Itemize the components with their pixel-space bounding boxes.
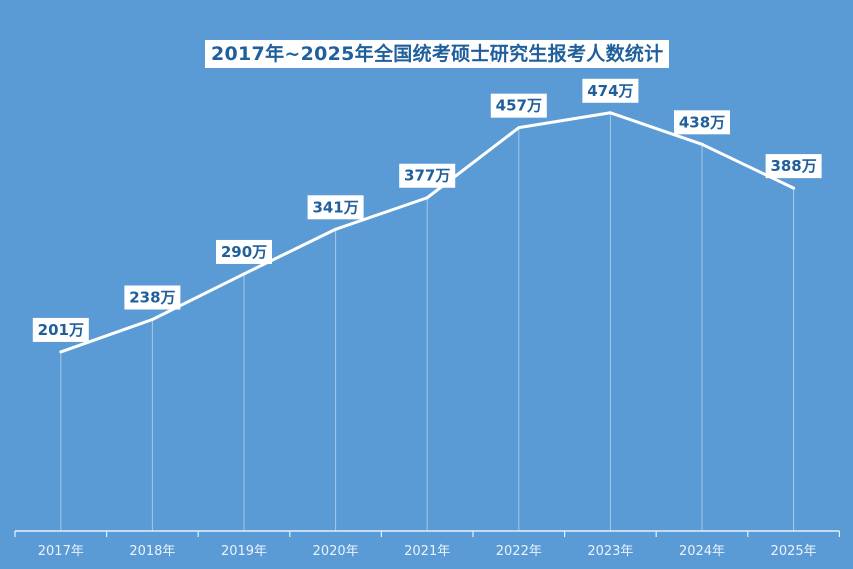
data-label: 238万 — [129, 289, 175, 307]
data-label-box — [307, 195, 364, 220]
data-label-box — [765, 154, 822, 179]
x-tick-label: 2017年 — [38, 544, 84, 559]
data-label: 290万 — [221, 243, 267, 261]
data-label-box — [674, 110, 730, 135]
data-label-box — [216, 239, 272, 264]
data-label: 201万 — [38, 321, 84, 339]
data-point — [150, 318, 154, 322]
data-label: 438万 — [679, 113, 725, 131]
x-tick-label: 2022年 — [496, 544, 542, 559]
data-point — [59, 350, 63, 354]
data-point — [334, 227, 338, 231]
data-point — [608, 111, 612, 115]
data-label: 457万 — [496, 97, 542, 115]
x-tick-label: 2021年 — [404, 544, 450, 559]
data-point — [242, 272, 246, 276]
x-tick-label: 2020年 — [313, 544, 359, 559]
data-label-box — [32, 317, 89, 342]
data-point — [700, 142, 704, 146]
data-label: 474万 — [587, 82, 633, 100]
data-label-box — [124, 285, 181, 310]
x-tick-label: 2023年 — [587, 544, 633, 559]
x-tick-label: 2025年 — [771, 544, 817, 559]
data-label: 388万 — [770, 157, 816, 175]
data-label: 377万 — [404, 167, 450, 185]
data-point — [425, 196, 429, 200]
data-label-box — [490, 93, 547, 118]
x-tick-label: 2024年 — [679, 544, 725, 559]
data-point — [517, 126, 521, 130]
data-label-box — [399, 163, 456, 188]
x-tick-label: 2018年 — [129, 544, 175, 559]
chart-title: 2017年~2025年全国统考硕士研究生报考人数统计 — [205, 40, 670, 68]
data-label-box — [582, 78, 639, 103]
data-point — [792, 186, 796, 190]
data-label: 341万 — [312, 198, 358, 216]
x-tick-label: 2019年 — [221, 544, 267, 559]
